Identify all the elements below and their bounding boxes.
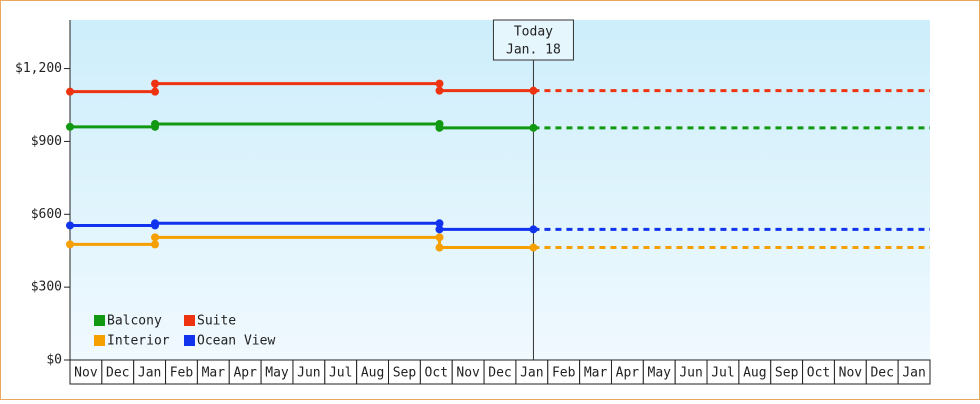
x-tick-label: Sep (393, 366, 417, 381)
point (529, 243, 538, 252)
point (151, 219, 160, 228)
legend-swatch (94, 315, 105, 326)
series-line (70, 82, 534, 94)
x-tick-label: Sep (775, 366, 799, 381)
x-tick-label: Mar (584, 366, 608, 381)
x-tick-label: Feb (170, 366, 194, 381)
point (66, 87, 74, 96)
x-tick-label: Aug (361, 366, 384, 381)
point (529, 225, 538, 234)
month-cell (356, 359, 390, 385)
point (151, 119, 160, 128)
point (151, 233, 160, 242)
x-tick-label: Jun (679, 366, 702, 381)
point (151, 87, 160, 96)
point (435, 225, 444, 234)
x-tick-label: Dec (870, 366, 893, 381)
point (435, 123, 444, 132)
point (66, 240, 74, 249)
today-label: Jan. 18 (506, 43, 561, 58)
x-tick-label: Jan (138, 366, 161, 381)
x-tick-label: Feb (552, 366, 576, 381)
x-tick-label: Apr (616, 366, 640, 381)
series-line (70, 122, 534, 130)
legend-label: Balcony (107, 314, 162, 329)
month-cell (547, 359, 581, 385)
y-tick-label: $900 (31, 134, 62, 149)
series-line (70, 221, 534, 231)
month-cell (451, 359, 485, 385)
point (529, 86, 538, 95)
point (435, 219, 444, 228)
month-cell (260, 359, 294, 385)
month-cell (579, 359, 612, 385)
today-box (492, 19, 574, 61)
point (435, 243, 444, 252)
month-cell (196, 359, 230, 385)
x-tick-label: Nov (74, 366, 98, 381)
legend-label: Interior (107, 334, 170, 349)
point (66, 221, 74, 230)
series-line (70, 235, 534, 250)
legend-swatch (184, 335, 195, 346)
y-tick-label: $600 (31, 207, 62, 222)
point (151, 79, 160, 88)
month-cell (292, 359, 326, 385)
legend-label: Suite (197, 314, 236, 329)
month-cell (165, 359, 198, 385)
x-tick-label: Dec (488, 366, 511, 381)
x-tick-label: Jun (297, 366, 320, 381)
point (435, 86, 444, 95)
month-cell (865, 359, 899, 385)
point (151, 240, 160, 249)
x-tick-label: Jan (902, 366, 925, 381)
plot-area (70, 20, 930, 360)
x-tick-label: Mar (202, 366, 226, 381)
month-cell (897, 359, 931, 385)
x-tick-label: Aug (743, 366, 766, 381)
x-tick-label: Apr (233, 366, 257, 381)
x-tick-label: May (265, 366, 289, 381)
month-cell (133, 359, 167, 385)
month-cell (388, 359, 421, 385)
x-tick-label: May (648, 366, 672, 381)
month-cell (228, 359, 262, 385)
point (66, 122, 74, 131)
month-cell (419, 359, 453, 385)
month-cell (770, 359, 804, 385)
today-label: Today (514, 25, 553, 40)
legend-label: Ocean View (197, 334, 275, 349)
x-tick-label: Dec (106, 366, 129, 381)
legend-swatch (184, 315, 195, 326)
point (435, 233, 444, 242)
x-tick-label: Nov (456, 366, 480, 381)
legend-swatch (94, 335, 105, 346)
month-cell (738, 359, 772, 385)
x-tick-label: Jul (711, 366, 734, 381)
month-cell (324, 359, 358, 385)
y-tick-label: $0 (46, 353, 62, 368)
x-tick-label: Oct (425, 366, 448, 381)
point (435, 79, 444, 88)
month-cell (833, 359, 867, 385)
y-tick-label: $300 (31, 280, 62, 295)
x-tick-label: Jul (329, 366, 352, 381)
x-tick-label: Nov (839, 366, 863, 381)
point (529, 123, 538, 132)
x-tick-label: Oct (807, 366, 830, 381)
y-tick-label: $1,200 (15, 61, 62, 76)
x-tick-label: Jan (520, 366, 543, 381)
